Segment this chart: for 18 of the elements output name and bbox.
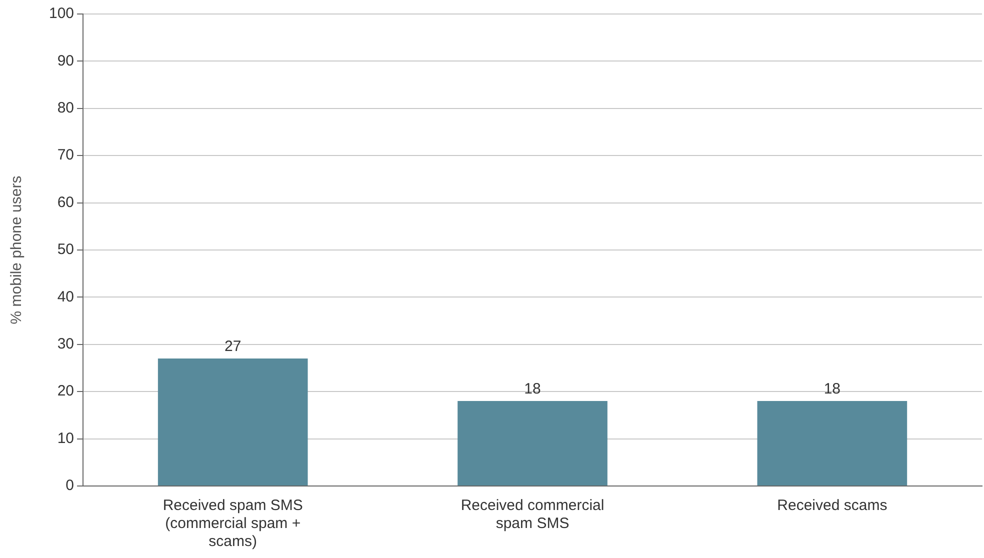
x-tick-label: Received commercial spam SMS <box>460 497 604 532</box>
y-tick-label: 80 <box>57 100 74 117</box>
y-tick-label: 40 <box>57 288 74 306</box>
data-label: 18 <box>824 380 841 398</box>
x-tick-label: Received scams <box>777 497 888 514</box>
y-tick-label: 70 <box>57 146 74 164</box>
data-label: 18 <box>524 380 541 398</box>
x-tick-label: Received spam SMS (commercial spam + scams) <box>162 497 303 550</box>
y-tick-label: 30 <box>57 336 74 353</box>
y-tick-label: 90 <box>57 52 74 70</box>
y-axis-title: % mobile phone users <box>8 176 26 324</box>
data-label: 27 <box>224 338 242 356</box>
y-tick-label: 10 <box>57 430 74 447</box>
y-tick-label: 50 <box>57 241 74 258</box>
y-tick-label: 60 <box>57 194 74 211</box>
y-tick-label: 0 <box>66 477 74 494</box>
y-tick-label: 20 <box>57 382 74 400</box>
y-tick-label: 100 <box>48 5 74 22</box>
